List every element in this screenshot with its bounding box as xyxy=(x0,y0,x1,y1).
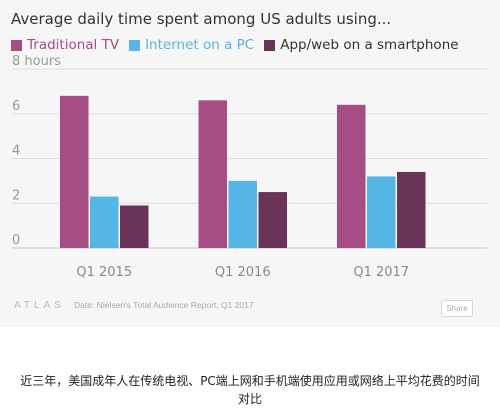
x-tick-label: Q1 2015 xyxy=(76,265,132,280)
atlas-logo: ATLAS xyxy=(14,300,65,311)
legend-label-smartphone: App/web on a smartphone xyxy=(280,37,459,53)
legend-item-traditional-tv: Traditional TV xyxy=(11,37,119,53)
bar xyxy=(60,95,89,248)
chart-title: Average daily time spent among US adults… xyxy=(11,10,392,28)
source-note: Date: Nielsen's Total Audience Report, Q… xyxy=(74,300,254,310)
bar xyxy=(258,192,287,248)
bar xyxy=(397,171,426,248)
bar-chart: 0 2 4 6 8 hours Q1 2015 Q1 2016 Q1 2017 xyxy=(12,54,487,280)
bar xyxy=(198,100,227,248)
legend-label-internet-pc: Internet on a PC xyxy=(145,37,255,53)
bar xyxy=(228,180,257,248)
legend-label-traditional-tv: Traditional TV xyxy=(27,37,120,53)
caption-line-2: 对比 xyxy=(237,392,262,406)
bar xyxy=(367,176,396,248)
x-tick-label: Q1 2017 xyxy=(353,265,409,280)
legend-swatch-traditional-tv xyxy=(11,39,22,51)
chinese-caption: 近三年，美国成年人在传统电视、PC端上网和手机端使用应用或网络上平均花费的时间 … xyxy=(0,372,500,408)
legend-item-smartphone: App/web on a smartphone xyxy=(264,37,459,53)
bar xyxy=(90,196,119,248)
chart-card: Average daily time spent among US adults… xyxy=(11,10,487,317)
y-tick-label: 6 xyxy=(12,99,20,114)
share-button[interactable]: Share xyxy=(441,300,473,317)
y-tick-label: 4 xyxy=(12,144,20,159)
caption-line-1: 近三年，美国成年人在传统电视、PC端上网和手机端使用应用或网络上平均花费的时间 xyxy=(20,374,480,388)
legend-swatch-smartphone xyxy=(264,39,276,51)
x-tick-label: Q1 2016 xyxy=(215,265,271,280)
chart-legend: Traditional TV Internet on a PC App/web … xyxy=(11,37,469,53)
bar xyxy=(120,205,149,248)
y-tick-label: 2 xyxy=(12,188,20,203)
y-tick-label: 8 hours xyxy=(12,54,61,69)
y-tick-label: 0 xyxy=(12,233,20,248)
legend-swatch-internet-pc xyxy=(129,39,141,51)
bar xyxy=(337,104,366,248)
legend-item-internet-pc: Internet on a PC xyxy=(129,37,254,53)
